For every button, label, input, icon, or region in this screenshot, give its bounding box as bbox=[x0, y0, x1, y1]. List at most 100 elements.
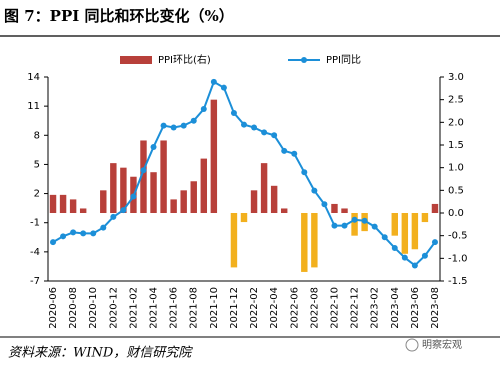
line-marker bbox=[401, 254, 408, 261]
legend-swatch bbox=[120, 56, 152, 64]
y-tick-label: 2 bbox=[34, 189, 40, 200]
line-marker bbox=[341, 222, 348, 229]
y-tick-label: 5 bbox=[34, 159, 40, 170]
line-marker bbox=[80, 230, 87, 237]
bar bbox=[69, 199, 77, 213]
source-note: 资料来源：WIND，财信研究院 bbox=[8, 345, 193, 361]
line-marker bbox=[411, 262, 418, 269]
line-marker bbox=[110, 213, 117, 220]
y-tick-label: 14 bbox=[27, 72, 40, 83]
bar bbox=[431, 203, 439, 213]
bar bbox=[311, 213, 318, 268]
bar bbox=[270, 185, 278, 213]
x-tick-label: 2023-06 bbox=[410, 287, 421, 329]
bar bbox=[411, 213, 419, 250]
line-marker bbox=[421, 252, 428, 259]
bar bbox=[351, 213, 358, 236]
y2-tick-label: -1.5 bbox=[448, 276, 468, 287]
x-tick-label: 2023-02 bbox=[370, 287, 381, 329]
line-marker bbox=[381, 234, 388, 241]
line-marker bbox=[331, 222, 338, 229]
bar bbox=[401, 213, 409, 254]
line-marker bbox=[180, 122, 187, 129]
bar bbox=[280, 208, 288, 213]
line-marker bbox=[261, 129, 268, 136]
y2-tick-label: 2.5 bbox=[448, 95, 464, 106]
line-marker bbox=[291, 150, 298, 157]
x-tick-label: 2021-02 bbox=[128, 287, 139, 329]
x-tick-label: 2022-08 bbox=[309, 287, 320, 329]
line-marker bbox=[241, 121, 247, 128]
bar bbox=[421, 213, 429, 223]
legend-label: PPI同比 bbox=[326, 54, 361, 66]
bar bbox=[210, 99, 218, 213]
bar bbox=[230, 213, 238, 268]
line-marker bbox=[371, 223, 378, 230]
legend-marker bbox=[301, 57, 307, 63]
y-tick-label: -7 bbox=[30, 276, 40, 287]
x-tick-label: 2022-12 bbox=[350, 287, 361, 329]
line-marker bbox=[200, 106, 207, 113]
line-marker bbox=[220, 84, 227, 91]
x-tick-label: 2022-10 bbox=[329, 287, 340, 329]
line-marker bbox=[100, 224, 107, 231]
x-tick-label: 2023-04 bbox=[390, 287, 401, 329]
y-tick-label: -4 bbox=[30, 247, 40, 258]
bar bbox=[180, 190, 187, 213]
x-tick-label: 2021-08 bbox=[189, 287, 200, 329]
bar bbox=[301, 213, 308, 272]
x-tick-label: 2022-02 bbox=[249, 287, 260, 329]
bar bbox=[160, 140, 167, 213]
line-marker bbox=[361, 217, 368, 224]
y-tick-label: 8 bbox=[34, 130, 40, 141]
line-marker bbox=[190, 117, 197, 124]
legend-label: PPI环比(右) bbox=[158, 53, 211, 66]
bar bbox=[190, 181, 197, 213]
bar bbox=[150, 172, 157, 213]
x-tick-label: 2020-06 bbox=[48, 287, 59, 329]
line-marker bbox=[50, 239, 57, 246]
x-tick-label: 2020-10 bbox=[88, 287, 99, 329]
bar bbox=[140, 140, 147, 213]
y2-tick-label: 3.0 bbox=[448, 72, 464, 83]
line-marker bbox=[60, 233, 67, 240]
x-tick-label: 2021-04 bbox=[149, 287, 160, 329]
line-marker bbox=[150, 143, 157, 150]
y-tick-label: 11 bbox=[27, 101, 40, 112]
line-marker bbox=[140, 167, 147, 174]
bar bbox=[120, 167, 127, 213]
bar bbox=[170, 199, 177, 213]
x-tick-label: 2020-08 bbox=[68, 287, 79, 329]
bar bbox=[79, 208, 87, 213]
x-tick-label: 2021-06 bbox=[169, 287, 180, 329]
x-tick-label: 2022-06 bbox=[289, 287, 300, 329]
line-marker bbox=[391, 244, 398, 251]
y2-tick-label: 1.5 bbox=[448, 140, 464, 151]
line-marker bbox=[130, 193, 137, 200]
y2-tick-label: -0.5 bbox=[448, 231, 468, 242]
line-marker bbox=[311, 187, 318, 194]
bar bbox=[260, 163, 268, 213]
line-marker bbox=[251, 124, 258, 131]
x-tick-label: 2021-12 bbox=[229, 287, 240, 329]
bar bbox=[331, 203, 338, 213]
x-tick-label: 2021-10 bbox=[209, 287, 220, 329]
x-tick-label: 2022-04 bbox=[269, 287, 280, 329]
x-tick-label: 2023-08 bbox=[430, 287, 441, 329]
line-marker bbox=[271, 132, 278, 139]
line-marker bbox=[170, 124, 177, 131]
y2-tick-label: -1.0 bbox=[448, 253, 468, 264]
y2-tick-label: 0.5 bbox=[448, 185, 464, 196]
watermark: 明察宏观 bbox=[422, 338, 462, 351]
x-tick-label: 2020-12 bbox=[108, 287, 119, 329]
line-marker bbox=[301, 169, 308, 176]
bar bbox=[100, 190, 107, 213]
bar bbox=[240, 213, 248, 223]
line-marker bbox=[120, 207, 127, 214]
y2-tick-label: 2.0 bbox=[448, 117, 464, 128]
bar bbox=[110, 163, 117, 213]
y2-tick-label: 0.0 bbox=[448, 208, 464, 219]
bar bbox=[391, 213, 398, 236]
y-tick-label: -1 bbox=[30, 218, 40, 229]
